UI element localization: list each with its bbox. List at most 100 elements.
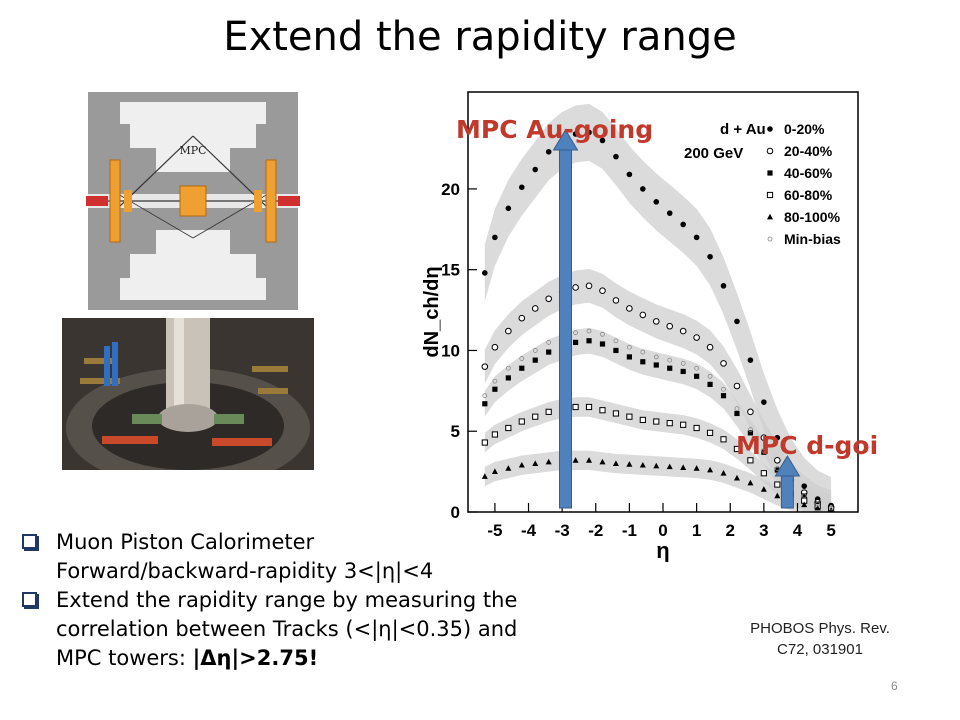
- data-point: [815, 501, 821, 507]
- data-point: [680, 421, 687, 428]
- data-point: [801, 493, 807, 499]
- data-point: [707, 253, 713, 260]
- data-point: [766, 147, 774, 155]
- data-point: [767, 213, 773, 220]
- legend-entry: 40-60%: [784, 165, 833, 181]
- au-going-label: MPC Au-going: [456, 115, 653, 144]
- data-point: [599, 407, 606, 414]
- data-point: [545, 148, 552, 155]
- data-point: [505, 327, 512, 335]
- data-point: [801, 501, 808, 508]
- y-tick-label: 5: [451, 422, 460, 441]
- data-point: [801, 493, 807, 499]
- data-point: [518, 461, 525, 468]
- data-point: [767, 126, 773, 132]
- data-point: [733, 474, 740, 481]
- data-point: [828, 505, 834, 511]
- data-point: [545, 408, 552, 415]
- data-point: [599, 287, 606, 294]
- data-point: [545, 458, 552, 465]
- data-point: [774, 481, 781, 488]
- data-point: [760, 470, 767, 477]
- data-point: [747, 357, 754, 363]
- data-point: [585, 282, 593, 290]
- data-point: [532, 460, 539, 466]
- data-point: [491, 431, 498, 438]
- data-point: [694, 365, 700, 371]
- legend-entry: 60-80%: [784, 187, 833, 203]
- data-point: [599, 137, 606, 144]
- data-point: [492, 386, 498, 392]
- data-point: [518, 418, 525, 425]
- data-point: [546, 349, 552, 355]
- x-tick-label: 3: [759, 521, 768, 540]
- x-tick-label: -4: [521, 521, 537, 540]
- bullet-line: MPC towers: |Δη|>2.75!: [56, 644, 640, 673]
- legend-entry: 20-40%: [784, 143, 833, 159]
- data-point: [653, 362, 659, 368]
- dndeta-chart: -5 -4 -3 -2 -1 0 1 2 3 4 5 0 5 10 15 20 η dN_ch/dη d + Au 2…: [421, 91, 880, 562]
- x-tick-label: 2: [726, 521, 735, 540]
- data-point: [599, 341, 606, 347]
- checkbox-bullet-icon: [22, 534, 37, 549]
- bullet-item: Muon Piston Calorimeter Forward/backward…: [20, 528, 640, 586]
- data-point: [707, 373, 713, 379]
- data-point: [747, 430, 754, 436]
- data-point: [626, 305, 633, 312]
- data-point: [481, 439, 488, 446]
- bullet-line: correlation between Tracks (<|η|<0.35) a…: [56, 617, 518, 641]
- data-point: [519, 356, 525, 361]
- data-point: [706, 429, 714, 436]
- data-point: [653, 462, 660, 469]
- bullet-emphasis: |Δη|>2.75!: [192, 646, 319, 670]
- y-tick-label: 0: [451, 503, 460, 522]
- data-point: [761, 448, 767, 454]
- data-point: [667, 365, 673, 371]
- data-point: [481, 473, 488, 479]
- data-point: [586, 457, 593, 463]
- data-point: [586, 129, 592, 136]
- x-axis-label: η: [656, 538, 669, 562]
- data-point: [766, 191, 774, 199]
- data-point: [694, 373, 700, 379]
- data-point: [613, 347, 619, 354]
- data-point: [572, 131, 579, 137]
- data-point: [612, 410, 620, 417]
- data-point: [767, 236, 773, 242]
- data-point: [774, 434, 781, 441]
- data-point: [640, 349, 646, 355]
- data-point: [532, 166, 539, 173]
- data-point: [653, 199, 660, 205]
- data-point: [774, 465, 780, 471]
- data-point: [680, 368, 686, 375]
- data-point: [653, 354, 659, 360]
- data-point: [482, 393, 488, 399]
- x-tick-label: 1: [692, 521, 701, 540]
- data-point: [572, 457, 579, 463]
- data-point: [626, 171, 633, 178]
- x-tick-label: -3: [555, 521, 570, 540]
- data-point: [774, 457, 781, 464]
- data-point: [680, 464, 687, 470]
- x-tick-label: 4: [793, 521, 803, 540]
- data-point: [693, 465, 700, 471]
- data-point: [653, 418, 660, 425]
- data-point: [814, 504, 821, 511]
- data-point: [586, 338, 592, 344]
- data-point: [572, 284, 579, 291]
- data-point: [639, 416, 646, 424]
- data-point: [639, 461, 646, 468]
- data-point: [531, 305, 539, 312]
- data-point: [599, 458, 606, 465]
- system-label: d + Au: [720, 121, 766, 138]
- data-point: [545, 295, 552, 303]
- data-point: [519, 365, 525, 371]
- data-point: [680, 360, 686, 366]
- data-point: [693, 234, 700, 241]
- data-point: [505, 375, 511, 381]
- data-point: [505, 365, 511, 371]
- data-point: [721, 386, 726, 392]
- data-point: [666, 463, 673, 470]
- data-point: [492, 234, 498, 241]
- data-point: [707, 381, 713, 387]
